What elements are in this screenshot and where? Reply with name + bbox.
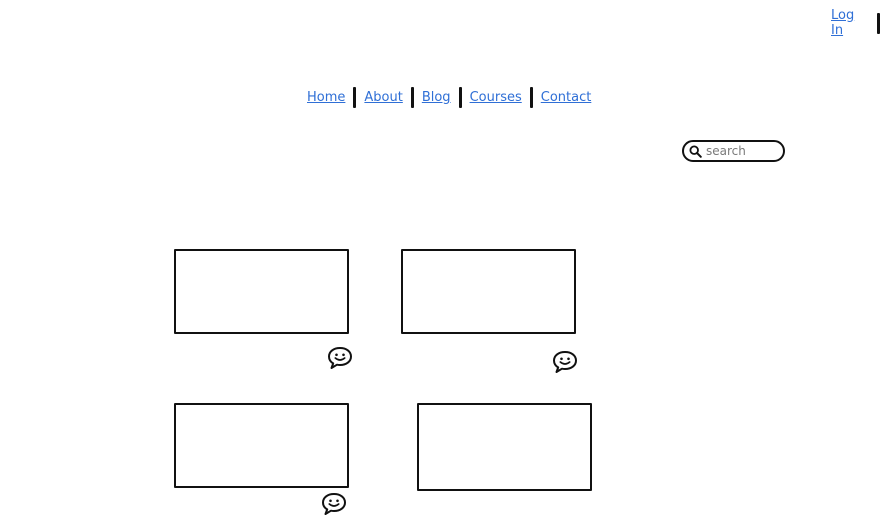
nav-divider: [458, 87, 462, 108]
header-login: Log In: [831, 8, 880, 38]
nav-divider: [529, 87, 533, 108]
login-link[interactable]: Log In: [831, 8, 855, 38]
nav-divider: [410, 87, 414, 108]
content-card[interactable]: [417, 403, 592, 491]
content-card[interactable]: [174, 403, 349, 488]
nav-courses[interactable]: Courses: [469, 90, 522, 105]
nav-about[interactable]: About: [364, 90, 403, 105]
nav-contact[interactable]: Contact: [540, 90, 592, 105]
nav-divider: [353, 87, 357, 108]
nav-home[interactable]: Home: [307, 90, 346, 105]
main-nav: Home About Blog Courses Contact: [307, 87, 591, 108]
divider: [877, 12, 880, 34]
search-icon: [689, 144, 702, 158]
comment-icon[interactable]: [321, 492, 347, 516]
nav-blog[interactable]: Blog: [421, 90, 451, 105]
search-box[interactable]: [682, 140, 785, 162]
search-input[interactable]: [702, 144, 782, 158]
comment-icon[interactable]: [327, 346, 353, 370]
content-card[interactable]: [401, 249, 576, 334]
comment-icon[interactable]: [552, 350, 578, 374]
content-card[interactable]: [174, 249, 349, 334]
